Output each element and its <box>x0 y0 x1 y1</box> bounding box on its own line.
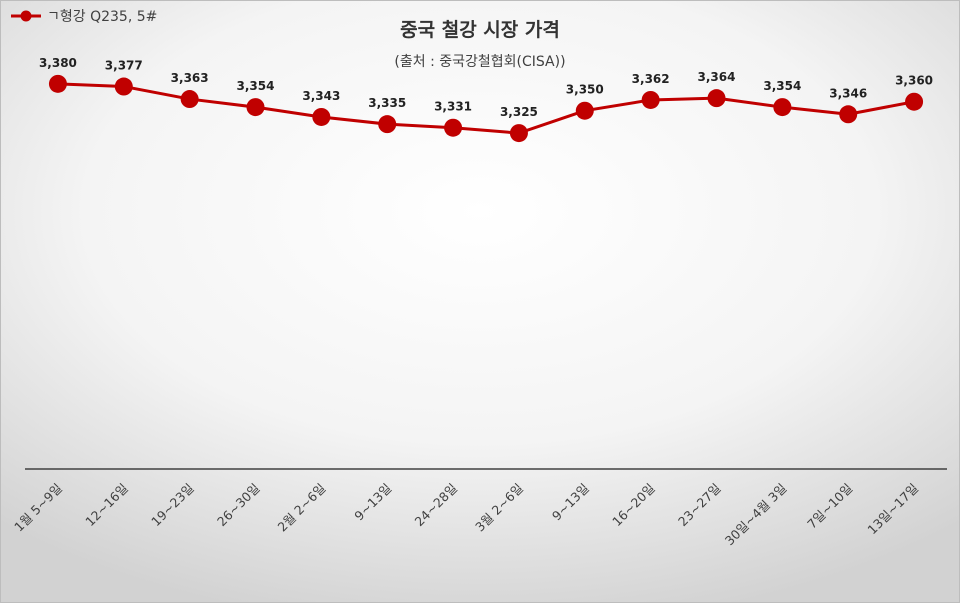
x-tick-label: 16~20일 <box>609 481 658 530</box>
x-tick-label: 13일~17일 <box>864 481 921 538</box>
chart-subtitle: (출처 : 중국강철협회(CISA)) <box>394 54 566 70</box>
data-label: 3,331 <box>434 100 472 114</box>
data-label: 3,377 <box>105 59 143 73</box>
data-point <box>48 74 67 93</box>
data-point <box>641 90 660 109</box>
data-point <box>180 90 199 109</box>
data-label: 3,325 <box>500 105 538 119</box>
x-tick-label: 1월 5~9일 <box>11 481 65 535</box>
data-point <box>839 105 858 124</box>
x-tick-label: 9~13일 <box>549 481 592 524</box>
data-point <box>444 118 463 137</box>
data-label: 3,354 <box>763 79 801 93</box>
data-point <box>773 98 792 117</box>
x-tick-label: 23~27일 <box>675 481 724 530</box>
x-tick-label: 24~28일 <box>412 481 461 530</box>
data-point <box>707 89 726 108</box>
data-label: 3,380 <box>39 56 77 70</box>
data-label: 3,343 <box>302 89 340 103</box>
chart-title: 중국 철강 시장 가격 <box>400 19 560 41</box>
data-label: 3,335 <box>368 96 406 110</box>
data-point <box>246 98 265 117</box>
x-tick-label: 2월 2~6일 <box>275 481 329 535</box>
data-label: 3,363 <box>171 71 209 85</box>
legend: ㄱ형강 Q235, 5# <box>9 5 157 27</box>
legend-label: ㄱ형강 Q235, 5# <box>47 9 158 25</box>
data-label: 3,346 <box>829 86 867 100</box>
data-point <box>378 115 397 134</box>
x-tick-label: 12~16일 <box>82 481 131 530</box>
data-label: 3,364 <box>698 70 736 84</box>
data-point <box>114 77 133 96</box>
data-label: 3,362 <box>632 72 670 86</box>
data-point <box>905 92 924 111</box>
data-label: 3,350 <box>566 83 604 97</box>
x-tick-label: 19~23일 <box>148 481 197 530</box>
x-tick-label: 26~30일 <box>214 481 263 530</box>
x-tick-label: 7일~10일 <box>804 481 855 532</box>
data-point <box>509 124 528 143</box>
legend-marker-icon <box>11 10 41 22</box>
series-line <box>57 82 915 135</box>
data-label: 3,354 <box>237 79 275 93</box>
data-point <box>312 107 331 126</box>
data-label: 3,360 <box>895 74 933 88</box>
x-tick-label: 30일~4월 3일 <box>722 481 790 549</box>
data-point <box>575 101 594 120</box>
x-tick-label: 3월 2~6일 <box>472 481 526 535</box>
x-tick-label: 9~13일 <box>351 481 394 524</box>
